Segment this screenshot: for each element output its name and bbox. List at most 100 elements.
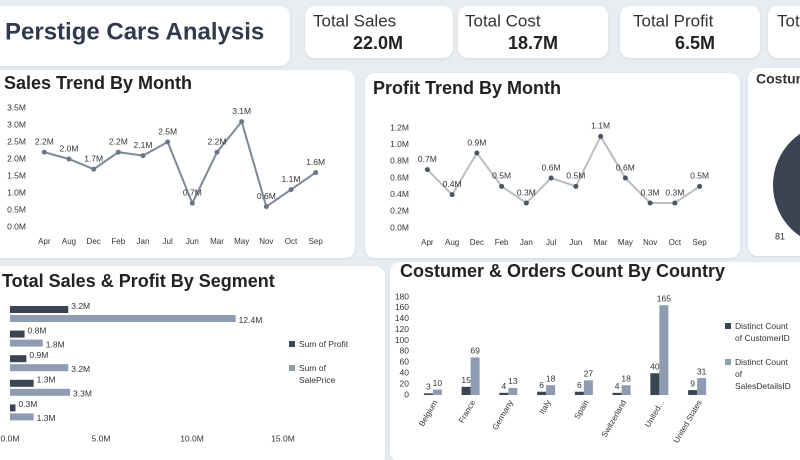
y-tick-label: 20 (400, 378, 410, 388)
data-label: 0.5M (690, 171, 709, 181)
x-tick-label: May (618, 238, 633, 247)
data-label: 27 (584, 369, 594, 379)
data-label: 0.7M (183, 187, 202, 197)
bar (10, 388, 71, 396)
point (66, 156, 72, 162)
data-label: 2.2M (35, 136, 54, 146)
data-label: 0.5M (492, 171, 511, 181)
y-tick-label: 80 (400, 346, 410, 356)
legend-swatch (725, 359, 731, 365)
x-tick-label: 0.0M (1, 433, 20, 443)
data-label: 4 (615, 381, 620, 391)
x-tick-label: Feb (495, 238, 509, 247)
dashboard-title: Perstige Cars Analysis (5, 18, 264, 45)
y-tick-label: 0.5M (7, 204, 26, 214)
data-label: 2.5M (158, 126, 177, 136)
y-tick-label: 2.0M (7, 153, 26, 163)
data-label: 1.6M (306, 157, 325, 167)
kpi-value: 6.5M (675, 33, 715, 53)
y-tick-label: 60 (400, 357, 410, 367)
data-label: 0.9M (467, 137, 486, 147)
data-label: 1.8M (46, 339, 65, 349)
legend-swatch (289, 341, 295, 347)
kpi-label: Tot (777, 11, 800, 30)
data-label: 81 (775, 231, 785, 241)
kpi-card (620, 6, 760, 58)
data-label: 0.3M (517, 187, 536, 197)
chart-card (365, 73, 740, 258)
line (426, 134, 701, 205)
data-label: 69 (470, 346, 480, 356)
bar (423, 393, 433, 395)
point (499, 183, 505, 189)
data-label: 40 (650, 361, 660, 371)
bar (612, 392, 622, 395)
x-tick-label: Aug (62, 237, 76, 246)
y-tick-label: 40 (400, 367, 410, 377)
legend: Distinct Count of CustomerID Distinct Cou… (725, 320, 795, 404)
data-label: 2.2M (109, 136, 128, 146)
data-label: 3.2M (71, 364, 90, 374)
kpi-card (458, 6, 608, 58)
point (523, 200, 529, 206)
data-label: 2.0M (60, 143, 79, 153)
y-tick-label: 3.0M (7, 119, 26, 129)
x-tick-label: Germany (491, 399, 515, 432)
x-tick-label: May (234, 237, 249, 246)
point (41, 149, 47, 155)
data-label: 2.2M (208, 136, 227, 146)
legend-label: Sum of SalePrice (299, 363, 336, 385)
bar (432, 389, 442, 395)
data-label: 0.5M (566, 171, 585, 181)
x-tick-label: Dec (470, 238, 484, 247)
data-label: 0.3M (665, 187, 684, 197)
data-label: 18 (621, 373, 631, 383)
data-label: 6 (577, 380, 582, 390)
x-tick-label: Sep (309, 237, 324, 246)
bar (621, 385, 631, 395)
y-tick-label: 1.2M (390, 122, 409, 132)
bar (10, 306, 69, 313)
bar (461, 386, 471, 395)
x-tick-label: Jan (520, 238, 533, 247)
data-label: 0.6M (257, 191, 276, 201)
x-tick-label: Jun (569, 238, 582, 247)
data-label: 1.7M (84, 153, 103, 163)
point (239, 119, 245, 125)
x-tick-label: Jul (163, 237, 173, 246)
bar (10, 355, 27, 363)
data-label: 6 (539, 380, 544, 390)
legend-item: Distinct Count of CustomerID (725, 320, 795, 344)
legend-item: Distinct Count of SalesDetailsID (725, 356, 795, 392)
y-tick-label: 2.5M (7, 136, 26, 146)
bar (499, 392, 509, 395)
data-label: 165 (657, 293, 671, 303)
bar (10, 315, 236, 322)
y-tick-label: 100 (395, 335, 409, 345)
bar (574, 391, 584, 395)
y-tick-label: 0.0M (390, 222, 409, 232)
point (165, 139, 171, 145)
x-tick-label: Apr (38, 237, 51, 246)
line (44, 119, 317, 209)
kpi-card (305, 6, 453, 58)
chart-title: Profit Trend By Month (373, 78, 561, 98)
x-tick-label: Oct (285, 237, 298, 246)
data-label: 1.3M (37, 375, 56, 385)
x-tick-label: Jul (546, 238, 556, 247)
x-tick-label: France (457, 398, 478, 425)
x-tick-label: United States (672, 399, 704, 445)
data-label: 0.6M (542, 162, 561, 172)
kpi-value: 22.0M (353, 33, 403, 53)
x-tick-label: Oct (669, 238, 682, 247)
data-label: 2.1M (134, 140, 153, 150)
pie-fragment (773, 133, 800, 237)
point (647, 200, 653, 206)
legend-label: Sum of Profit (299, 339, 349, 349)
point (672, 200, 678, 206)
y-tick-label: 140 (395, 313, 409, 323)
data-label: 31 (697, 366, 707, 376)
data-label: 9 (690, 378, 695, 388)
